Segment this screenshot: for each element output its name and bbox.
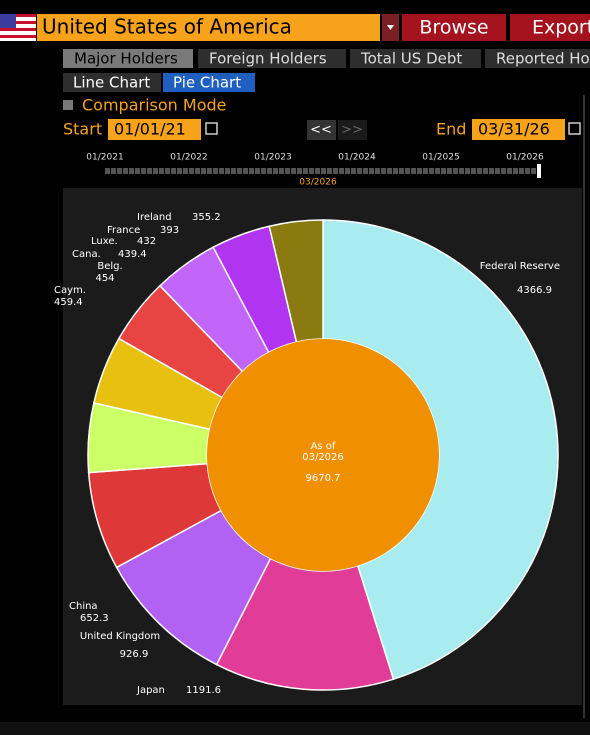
browse-label: Browse xyxy=(419,17,488,39)
status-bar xyxy=(0,722,590,735)
pie-slice xyxy=(322,219,559,681)
end-label: End xyxy=(436,120,466,139)
center-circle xyxy=(207,339,439,571)
timeline-tick: 01/2022 xyxy=(170,153,207,163)
slice-name: Ireland xyxy=(137,212,172,223)
slice-value: 4366.9 xyxy=(517,285,552,296)
slice-value: 652.3 xyxy=(80,613,109,624)
view-tab-label: Line Chart xyxy=(73,74,150,92)
flag xyxy=(0,14,36,41)
slice-name: Belg. xyxy=(97,261,122,272)
slice-value: 393 xyxy=(160,225,179,236)
center-date: 03/2026 xyxy=(302,452,344,463)
slice-name: Japan xyxy=(136,685,165,696)
timeline-tick: 01/2026 xyxy=(506,153,544,163)
view-tab[interactable] xyxy=(163,73,255,92)
timeline-tick: 01/2021 xyxy=(86,153,123,163)
checkbox[interactable] xyxy=(63,100,73,110)
browse-button[interactable] xyxy=(402,14,506,41)
center-total: 9670.7 xyxy=(306,473,341,484)
slice-value: 454 xyxy=(95,273,114,284)
export-button[interactable] xyxy=(510,14,590,41)
slice-name: United Kingdom xyxy=(80,631,160,642)
timeline-tick: 01/2023 xyxy=(254,153,291,163)
tab-label: Reported Hol xyxy=(496,50,590,68)
tab[interactable] xyxy=(350,49,481,68)
dropdown-arrow xyxy=(387,25,394,30)
tab[interactable] xyxy=(63,49,193,68)
slice-name: France xyxy=(107,225,140,236)
end-date-field[interactable] xyxy=(472,119,565,140)
slice-name: Federal Reserve xyxy=(480,261,560,272)
slice-value: 926.9 xyxy=(120,649,149,660)
slice-value: 355.2 xyxy=(192,212,221,223)
timeline-tick: 01/2024 xyxy=(338,153,376,163)
tab-label: Major Holders xyxy=(74,50,178,68)
prev-button[interactable] xyxy=(307,120,336,140)
next-button[interactable] xyxy=(338,120,367,140)
timeline-handle[interactable] xyxy=(537,164,541,178)
slice-name: China xyxy=(69,601,98,612)
tab-label: Foreign Holders xyxy=(209,50,327,68)
export-label: Export xyxy=(532,17,590,39)
timeline-current: 03/2026 xyxy=(299,178,337,188)
tab-label: Total US Debt xyxy=(360,50,462,68)
start-date: 01/01/21 xyxy=(114,120,186,139)
start-date-field[interactable] xyxy=(108,119,201,140)
slice-value: 432 xyxy=(137,236,156,247)
slice-name: Luxe. xyxy=(91,236,118,247)
tab[interactable] xyxy=(198,49,346,68)
tab[interactable] xyxy=(485,49,590,68)
slice-value: 439.4 xyxy=(118,249,147,260)
country-field[interactable] xyxy=(37,14,380,41)
country-name: United States of America xyxy=(42,15,292,39)
calendar-icon[interactable] xyxy=(205,122,218,135)
center-label: As of xyxy=(311,441,336,452)
calendar-icon[interactable] xyxy=(568,122,581,135)
start-label: Start xyxy=(63,120,102,139)
slice-value: 1191.6 xyxy=(186,685,221,696)
prev-label: << xyxy=(310,123,332,138)
end-date: 03/31/26 xyxy=(478,120,550,139)
next-label: >> xyxy=(341,123,363,138)
view-tab[interactable] xyxy=(63,73,161,92)
slice-name: Caym. xyxy=(54,285,86,296)
view-tab-label: Pie Chart xyxy=(173,74,241,92)
comparison-mode: Comparison Mode xyxy=(82,96,226,115)
slice-value: 459.4 xyxy=(54,297,83,308)
slice-name: Cana. xyxy=(72,249,101,260)
timeline-tick: 01/2025 xyxy=(422,153,459,163)
